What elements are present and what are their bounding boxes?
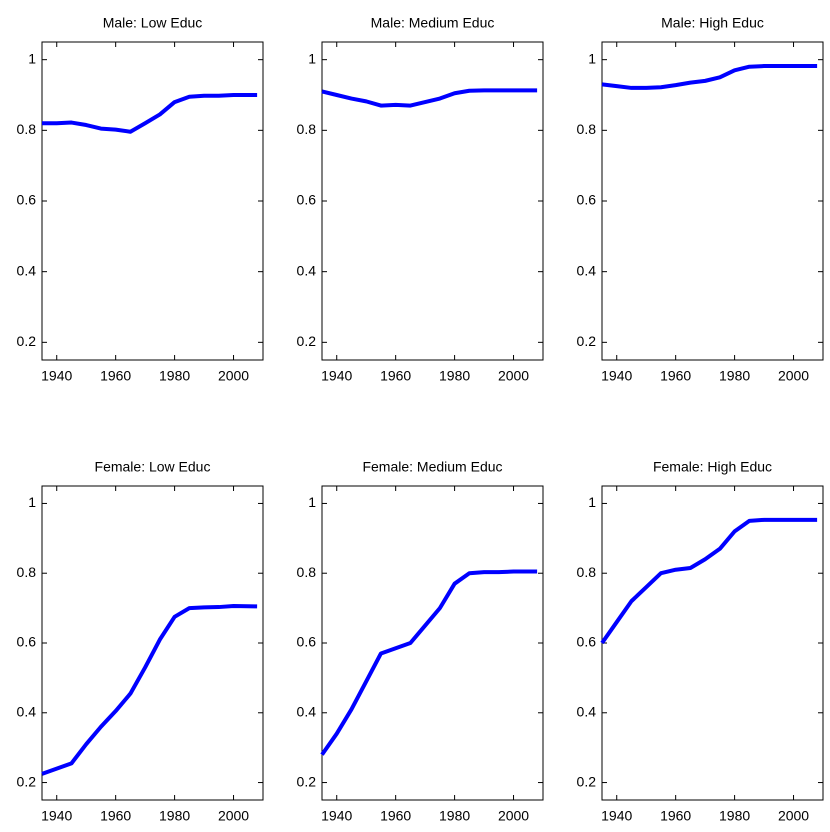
x-tick-label: 1980 xyxy=(719,808,750,824)
y-tick-label: 1 xyxy=(28,50,36,66)
x-tick-label: 1980 xyxy=(719,368,750,384)
y-tick-label: 0.8 xyxy=(577,121,597,137)
chart-title: Male: Medium Educ xyxy=(371,15,495,31)
y-tick-label: 0.2 xyxy=(577,333,597,349)
x-tick-label: 1940 xyxy=(41,368,72,384)
y-tick-label: 0.6 xyxy=(297,192,317,208)
data-line xyxy=(320,569,538,756)
y-tick-label: 0.4 xyxy=(17,703,37,719)
x-tick-label: 1960 xyxy=(380,808,411,824)
plot-frame xyxy=(41,485,264,801)
y-tick-label: 0.6 xyxy=(17,192,37,208)
x-tick-label: 1960 xyxy=(660,808,691,824)
data-line xyxy=(600,517,818,645)
x-tick-label: 1960 xyxy=(380,368,411,384)
y-tick-label: 0.8 xyxy=(17,564,37,580)
y-tick-label: 0.2 xyxy=(577,773,597,789)
x-tick-label: 1940 xyxy=(601,368,632,384)
y-tick-label: 0.4 xyxy=(17,262,37,278)
data-line xyxy=(41,604,258,776)
y-tick-label: 0.8 xyxy=(577,564,597,580)
y-tick-label: 0.4 xyxy=(297,703,317,719)
chart-title: Female: Medium Educ xyxy=(362,459,502,475)
y-tick-label: 0.4 xyxy=(577,703,597,719)
chart-title: Male: Low Educ xyxy=(103,15,203,31)
x-tick-label: 1940 xyxy=(321,368,352,384)
plot-frame xyxy=(41,41,264,361)
y-tick-label: 0.8 xyxy=(297,564,317,580)
plot-frame xyxy=(321,485,544,801)
x-tick-label: 1980 xyxy=(159,368,190,384)
y-tick-label: 0.6 xyxy=(577,192,597,208)
data-line xyxy=(601,64,818,90)
y-tick-label: 0.6 xyxy=(17,634,37,650)
data-line xyxy=(42,93,258,134)
y-tick-label: 1 xyxy=(308,50,316,66)
x-tick-label: 2000 xyxy=(218,368,249,384)
x-tick-label: 2000 xyxy=(498,368,529,384)
chart-title: Female: High Educ xyxy=(653,459,772,475)
y-tick-label: 0.4 xyxy=(577,262,597,278)
x-tick-label: 2000 xyxy=(218,808,249,824)
y-tick-label: 0.2 xyxy=(297,773,317,789)
x-tick-label: 1980 xyxy=(439,368,470,384)
x-tick-label: 1960 xyxy=(660,368,691,384)
y-tick-label: 0.2 xyxy=(17,773,37,789)
y-tick-label: 0.2 xyxy=(297,333,317,349)
x-tick-label: 2000 xyxy=(778,368,809,384)
y-tick-label: 1 xyxy=(28,494,36,510)
y-tick-label: 0.8 xyxy=(17,121,37,137)
chart-title: Female: Low Educ xyxy=(95,459,211,475)
y-tick-label: 0.8 xyxy=(297,121,317,137)
y-tick-label: 1 xyxy=(308,494,316,510)
y-tick-label: 0.6 xyxy=(577,634,597,650)
x-tick-label: 2000 xyxy=(498,808,529,824)
y-tick-label: 0.4 xyxy=(297,262,317,278)
plot-frame xyxy=(601,485,824,801)
x-tick-label: 1960 xyxy=(100,808,131,824)
y-tick-label: 1 xyxy=(588,50,596,66)
y-tick-label: 0.6 xyxy=(297,634,317,650)
x-tick-label: 1980 xyxy=(439,808,470,824)
x-tick-label: 1980 xyxy=(159,808,190,824)
y-tick-label: 0.2 xyxy=(17,333,37,349)
x-tick-label: 1940 xyxy=(321,808,352,824)
data-line xyxy=(321,88,538,108)
chart-title: Male: High Educ xyxy=(661,15,764,31)
x-tick-label: 2000 xyxy=(778,808,809,824)
x-tick-label: 1940 xyxy=(601,808,632,824)
x-tick-label: 1940 xyxy=(41,808,72,824)
y-tick-label: 1 xyxy=(588,494,596,510)
x-tick-label: 1960 xyxy=(100,368,131,384)
